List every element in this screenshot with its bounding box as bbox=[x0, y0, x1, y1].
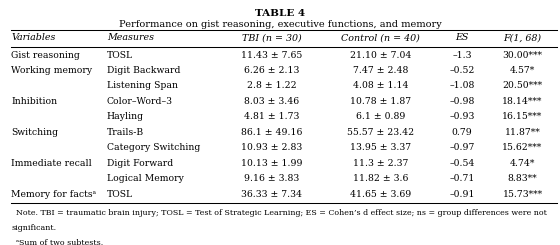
Text: Performance on gist reasoning, executive functions, and memory: Performance on gist reasoning, executive… bbox=[119, 20, 441, 29]
Text: 9.16 ± 3.83: 9.16 ± 3.83 bbox=[244, 174, 299, 183]
Text: TABLE 4: TABLE 4 bbox=[255, 9, 305, 18]
Text: F(1, 68): F(1, 68) bbox=[503, 34, 542, 42]
Text: 8.83**: 8.83** bbox=[507, 174, 537, 183]
Text: 2.8 ± 1.22: 2.8 ± 1.22 bbox=[247, 82, 296, 90]
Text: 15.62***: 15.62*** bbox=[502, 143, 543, 152]
Text: Trails-B: Trails-B bbox=[107, 128, 144, 137]
Text: TBI (n = 30): TBI (n = 30) bbox=[241, 34, 301, 42]
Text: 86.1 ± 49.16: 86.1 ± 49.16 bbox=[241, 128, 302, 137]
Text: Hayling: Hayling bbox=[107, 112, 144, 121]
Text: –0.91: –0.91 bbox=[449, 190, 475, 198]
Text: Control (n = 40): Control (n = 40) bbox=[341, 34, 420, 42]
Text: 11.82 ± 3.6: 11.82 ± 3.6 bbox=[353, 174, 408, 183]
Text: 10.93 ± 2.83: 10.93 ± 2.83 bbox=[241, 143, 302, 152]
Text: Note. TBI = traumatic brain injury; TOSL = Test of Strategic Learning; ES = Cohe: Note. TBI = traumatic brain injury; TOSL… bbox=[11, 209, 547, 217]
Text: Immediate recall: Immediate recall bbox=[11, 159, 92, 168]
Text: Inhibition: Inhibition bbox=[11, 97, 57, 106]
Text: –0.97: –0.97 bbox=[449, 143, 475, 152]
Text: 8.03 ± 3.46: 8.03 ± 3.46 bbox=[244, 97, 299, 106]
Text: Working memory: Working memory bbox=[11, 66, 92, 75]
Text: 41.65 ± 3.69: 41.65 ± 3.69 bbox=[349, 190, 411, 198]
Text: –0.71: –0.71 bbox=[449, 174, 475, 183]
Text: Listening Span: Listening Span bbox=[107, 82, 178, 90]
Text: 11.87**: 11.87** bbox=[505, 128, 540, 137]
Text: significant.: significant. bbox=[11, 224, 57, 232]
Text: 6.26 ± 2.13: 6.26 ± 2.13 bbox=[244, 66, 299, 75]
Text: Variables: Variables bbox=[11, 34, 55, 42]
Text: Switching: Switching bbox=[11, 128, 58, 137]
Text: Measures: Measures bbox=[107, 34, 154, 42]
Text: 11.43 ± 7.65: 11.43 ± 7.65 bbox=[241, 51, 302, 60]
Text: 11.3 ± 2.37: 11.3 ± 2.37 bbox=[353, 159, 408, 168]
Text: 7.47 ± 2.48: 7.47 ± 2.48 bbox=[353, 66, 408, 75]
Text: 30.00***: 30.00*** bbox=[502, 51, 543, 60]
Text: 55.57 ± 23.42: 55.57 ± 23.42 bbox=[347, 128, 414, 137]
Text: 4.08 ± 1.14: 4.08 ± 1.14 bbox=[353, 82, 408, 90]
Text: 4.57*: 4.57* bbox=[510, 66, 535, 75]
Text: –1.3: –1.3 bbox=[452, 51, 472, 60]
Text: –1.08: –1.08 bbox=[449, 82, 475, 90]
Text: 20.50***: 20.50*** bbox=[502, 82, 543, 90]
Text: 36.33 ± 7.34: 36.33 ± 7.34 bbox=[241, 190, 302, 198]
Text: 4.74*: 4.74* bbox=[510, 159, 535, 168]
Text: 16.15***: 16.15*** bbox=[502, 112, 543, 121]
Text: –0.54: –0.54 bbox=[449, 159, 475, 168]
Text: ᵃSum of two subtests.: ᵃSum of two subtests. bbox=[11, 239, 104, 245]
Text: Category Switching: Category Switching bbox=[107, 143, 200, 152]
Text: Logical Memory: Logical Memory bbox=[107, 174, 184, 183]
Text: Digit Forward: Digit Forward bbox=[107, 159, 173, 168]
Text: –0.98: –0.98 bbox=[449, 97, 475, 106]
Text: 15.73***: 15.73*** bbox=[502, 190, 543, 198]
Text: 0.79: 0.79 bbox=[451, 128, 472, 137]
Text: 13.95 ± 3.37: 13.95 ± 3.37 bbox=[350, 143, 411, 152]
Text: Memory for factsᵃ: Memory for factsᵃ bbox=[11, 190, 96, 198]
Text: TOSL: TOSL bbox=[107, 190, 133, 198]
Text: –0.52: –0.52 bbox=[449, 66, 475, 75]
Text: 10.13 ± 1.99: 10.13 ± 1.99 bbox=[241, 159, 302, 168]
Text: TOSL: TOSL bbox=[107, 51, 133, 60]
Text: 6.1 ± 0.89: 6.1 ± 0.89 bbox=[356, 112, 405, 121]
Text: Gist reasoning: Gist reasoning bbox=[11, 51, 80, 60]
Text: 18.14***: 18.14*** bbox=[502, 97, 543, 106]
Text: Color–Word–3: Color–Word–3 bbox=[107, 97, 172, 106]
Text: –0.93: –0.93 bbox=[449, 112, 475, 121]
Text: 21.10 ± 7.04: 21.10 ± 7.04 bbox=[349, 51, 411, 60]
Text: Digit Backward: Digit Backward bbox=[107, 66, 180, 75]
Text: 4.81 ± 1.73: 4.81 ± 1.73 bbox=[244, 112, 299, 121]
Text: 10.78 ± 1.87: 10.78 ± 1.87 bbox=[350, 97, 411, 106]
Text: ES: ES bbox=[455, 34, 469, 42]
